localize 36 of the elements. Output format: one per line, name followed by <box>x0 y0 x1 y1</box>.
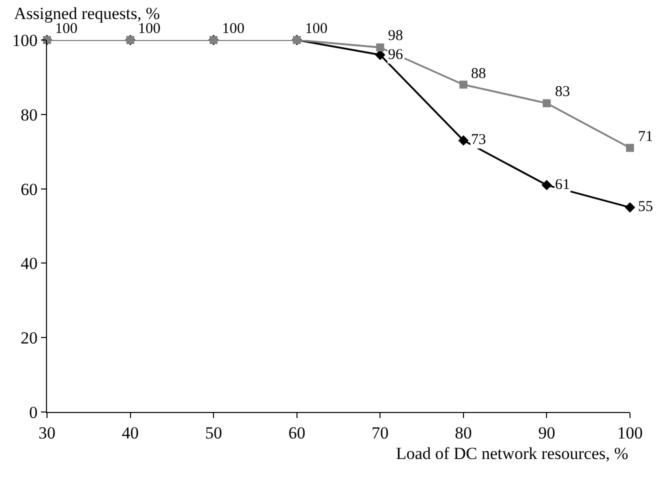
y-tick-label: 20 <box>20 328 38 348</box>
data-label: 98 <box>388 28 403 44</box>
x-tick-label: 70 <box>372 423 389 442</box>
data-label: 61 <box>555 177 570 193</box>
point <box>542 99 551 108</box>
data-label: 100 <box>222 21 244 37</box>
data-label: 88 <box>471 66 486 82</box>
data-label: 100 <box>305 21 328 37</box>
data-label: 100 <box>55 21 78 37</box>
point <box>376 43 384 52</box>
y-tick-label: 0 <box>29 402 38 422</box>
x-axis-title: Load of DC network resources, % <box>396 444 628 463</box>
x-tick-label: 30 <box>38 423 56 442</box>
data-label: 100 <box>138 21 160 37</box>
data-label: 83 <box>555 84 570 100</box>
point <box>374 50 386 60</box>
y-tick-label: 80 <box>20 105 38 124</box>
x-tick-label: 90 <box>538 423 556 442</box>
point <box>626 144 634 152</box>
y-tick-label: 60 <box>20 180 38 199</box>
point <box>542 180 552 190</box>
point <box>459 80 468 89</box>
y-axis-title: Assigned requests, % <box>14 4 160 23</box>
point <box>624 202 636 213</box>
x-tick-label: 50 <box>205 423 222 442</box>
data-label: 71 <box>638 129 653 145</box>
x-tick-label: 60 <box>288 423 306 442</box>
x-tick-label: 40 <box>122 423 139 442</box>
y-tick-label: 40 <box>20 254 38 274</box>
y-tick-label: 100 <box>12 30 38 50</box>
point <box>458 135 469 146</box>
data-label: 73 <box>471 132 486 148</box>
data-label: 55 <box>638 199 653 215</box>
x-tick-label: 100 <box>617 423 643 442</box>
x-tick-label: 80 <box>454 423 472 442</box>
data-label: 96 <box>388 47 404 63</box>
